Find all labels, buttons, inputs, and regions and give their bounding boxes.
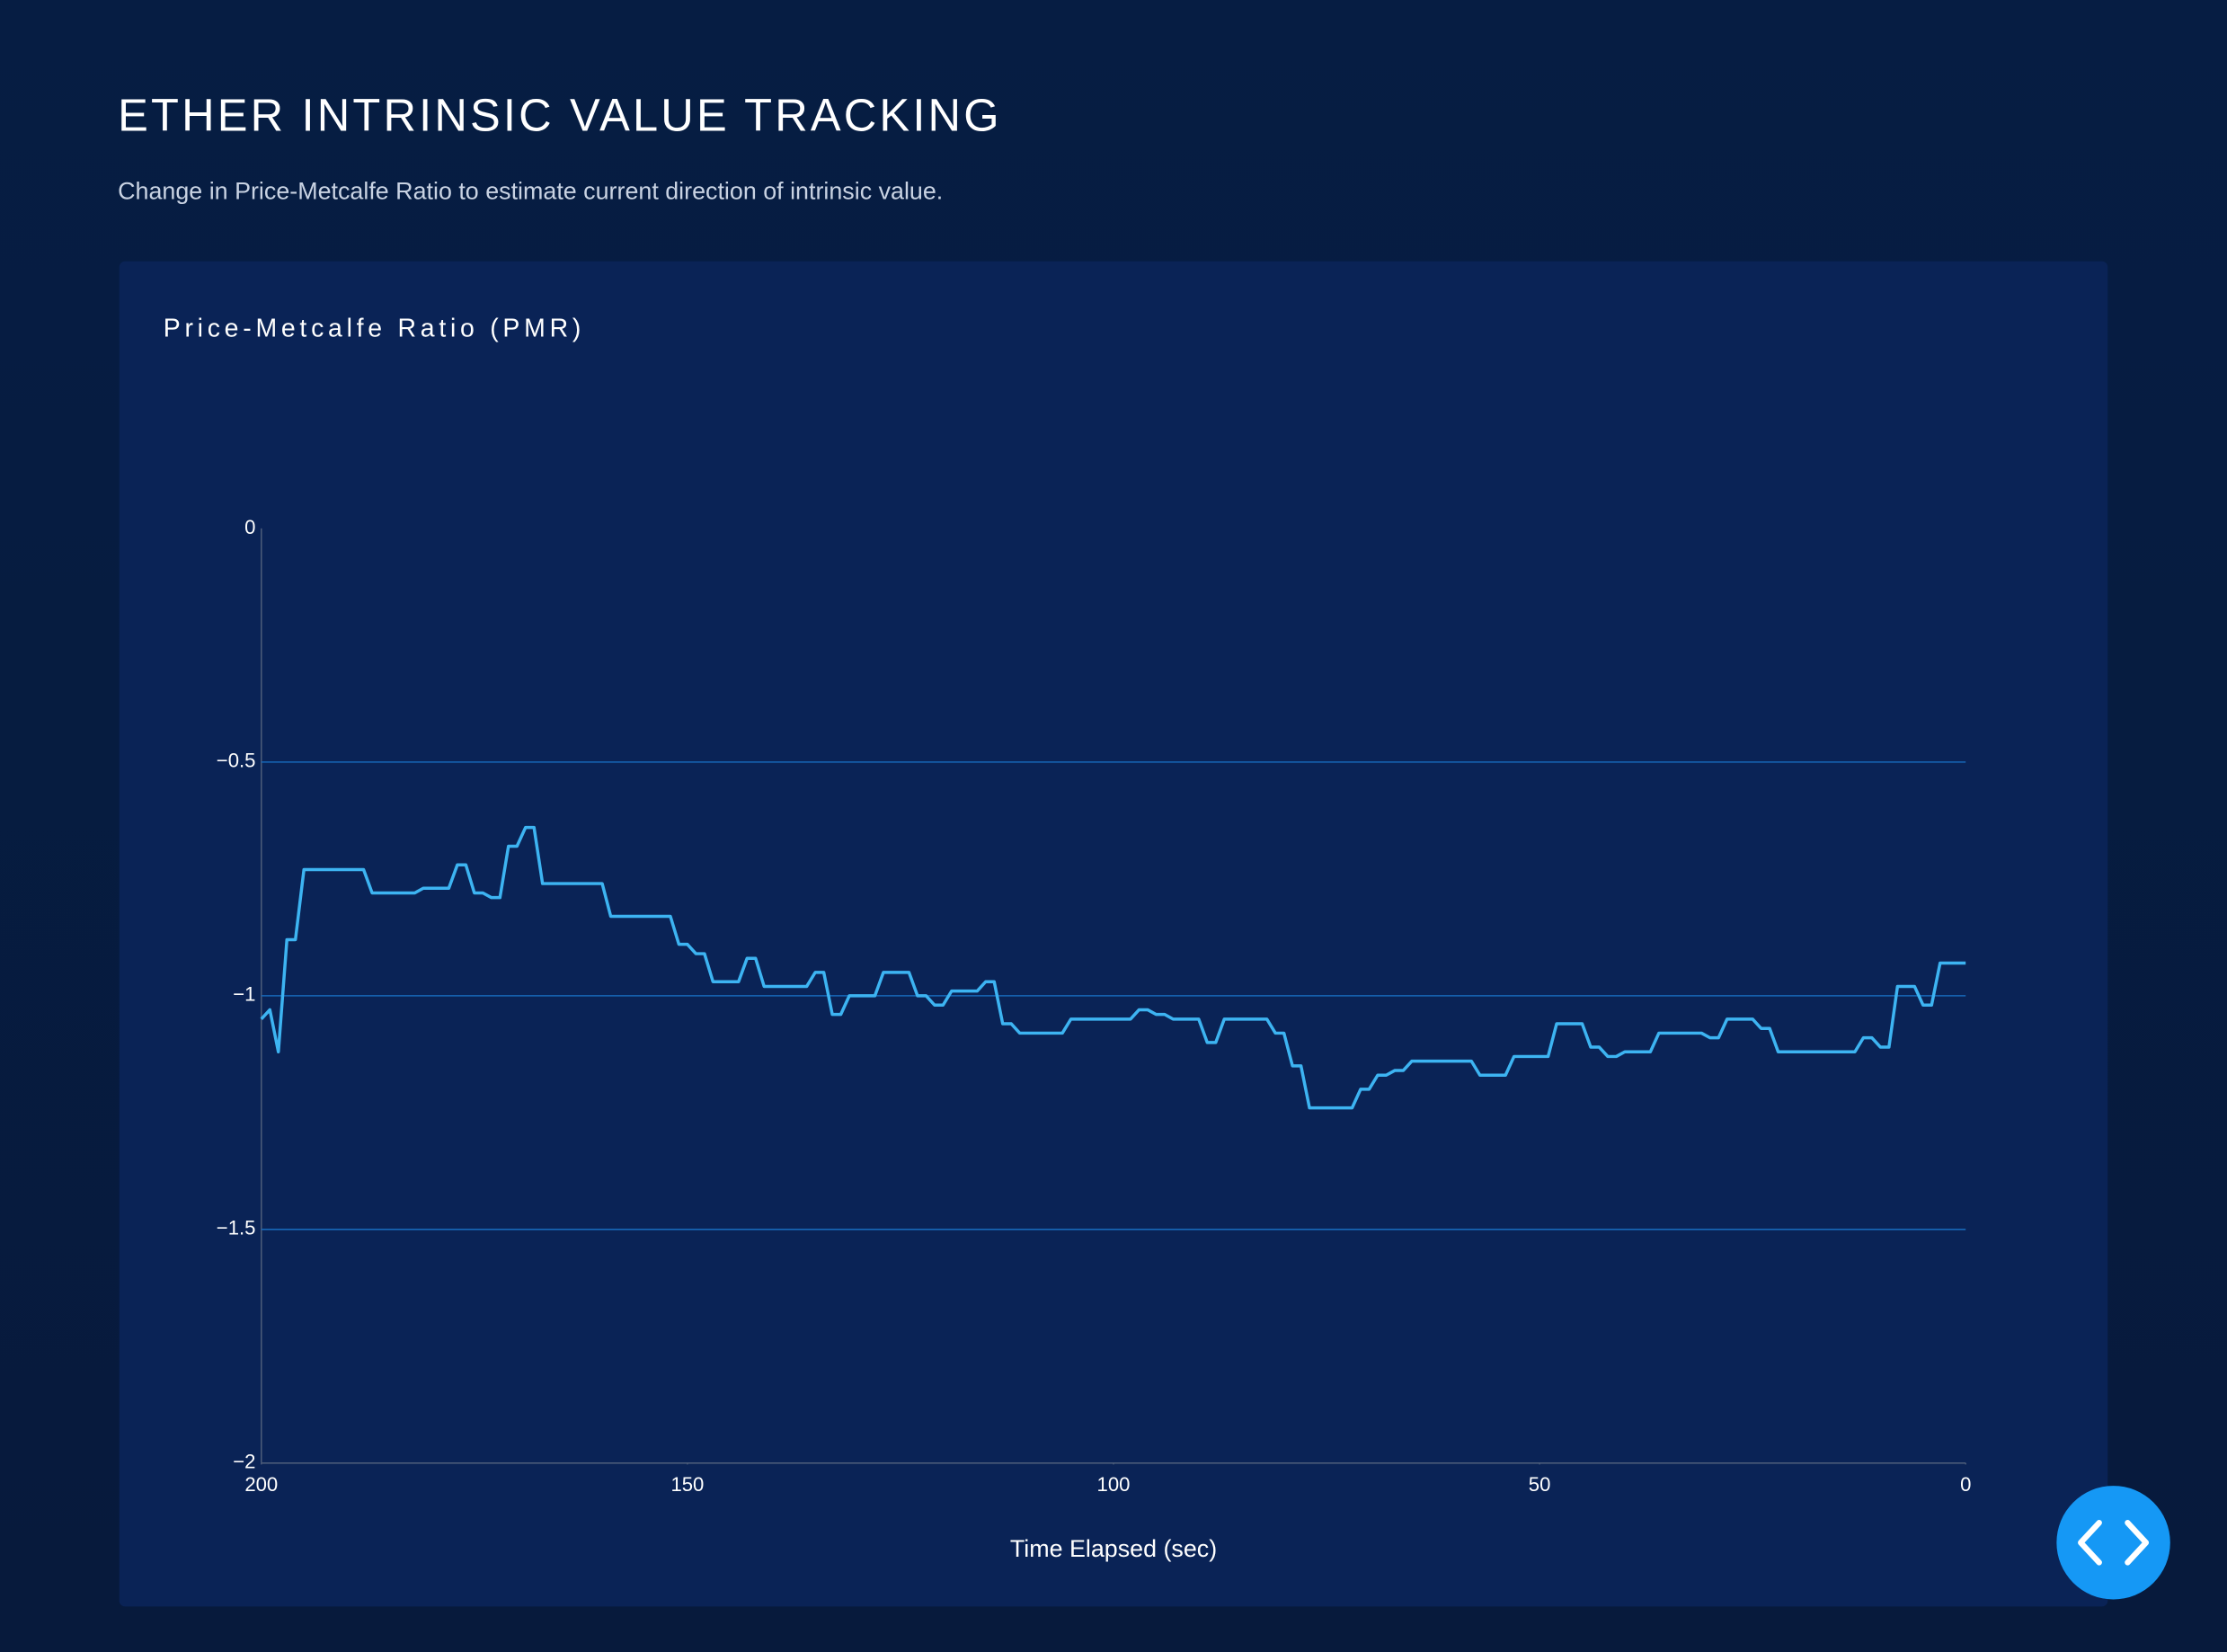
data-line [260,825,1966,1110]
chart-card [119,261,2108,1607]
chart-title: Price-Metcalfe Ratio (PMR) [164,315,585,343]
x-tick-label: 150 [670,1473,704,1496]
y-tick-label: −0.5 [217,750,256,772]
x-tick-label: 50 [1529,1473,1551,1496]
x-axis-label: Time Elapsed (sec) [1010,1535,1217,1562]
y-tick-label: 0 [244,516,255,538]
code-button[interactable] [2056,1486,2170,1600]
x-tick-label: 0 [1960,1473,1971,1496]
code-icon[interactable] [2078,1520,2150,1566]
x-tick-label: 100 [1097,1473,1131,1496]
y-tick-label: −1 [233,983,255,1006]
x-tick-label: 200 [244,1473,278,1496]
y-tick-label: −2 [233,1451,255,1473]
page-title: ETHER INTRINSIC VALUE TRACKING [118,89,1002,140]
code-button-circle[interactable] [2056,1486,2170,1600]
y-tick-label: −1.5 [217,1217,256,1239]
page-subtitle: Change in Price-Metcalfe Ratio to estima… [118,177,943,204]
